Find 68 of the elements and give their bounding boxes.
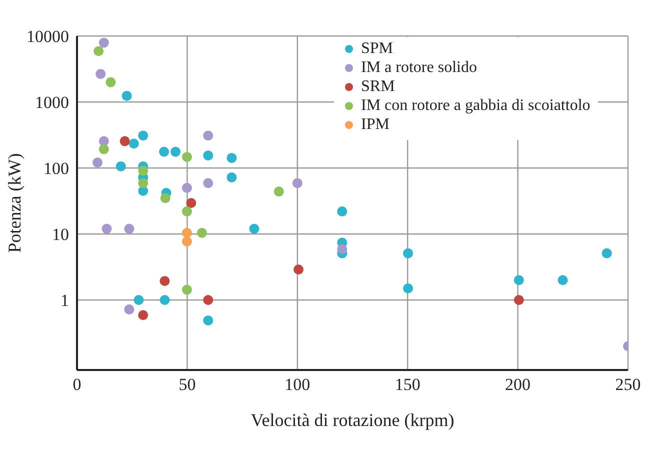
point xyxy=(203,315,214,326)
point xyxy=(98,38,109,48)
point xyxy=(182,236,192,246)
point xyxy=(159,146,170,157)
legend-label: SRM xyxy=(361,77,395,96)
y-tick-label: 100 xyxy=(44,159,69,178)
legend-label: SPM xyxy=(361,39,394,58)
x-tick-label: 50 xyxy=(178,375,196,394)
point xyxy=(138,178,148,188)
point xyxy=(102,224,112,234)
point xyxy=(124,304,134,314)
point xyxy=(514,275,524,286)
point xyxy=(138,166,148,176)
legend-label: IM a rotore solido xyxy=(361,58,477,77)
x-tick-label: 100 xyxy=(284,375,310,394)
y-axis-title: Potenza (kW) xyxy=(4,153,24,253)
y-tick-label: 1 xyxy=(60,291,69,310)
point xyxy=(94,46,104,56)
legend-label: IPM xyxy=(361,115,390,134)
point xyxy=(182,206,192,216)
point xyxy=(226,172,237,182)
point xyxy=(558,275,568,286)
point xyxy=(274,186,284,197)
point xyxy=(514,295,524,306)
point xyxy=(292,178,302,188)
point xyxy=(116,161,126,172)
point xyxy=(294,264,304,274)
point xyxy=(134,295,144,306)
point xyxy=(138,130,148,141)
point xyxy=(182,182,192,193)
point xyxy=(96,68,106,79)
point xyxy=(160,193,170,204)
point xyxy=(337,244,348,254)
point xyxy=(182,284,192,295)
point xyxy=(602,248,612,258)
point xyxy=(203,150,214,160)
point xyxy=(128,138,139,149)
point xyxy=(106,77,116,88)
point xyxy=(337,206,348,216)
point xyxy=(203,130,214,141)
point xyxy=(182,228,192,238)
y-tick-label: 10 xyxy=(52,225,69,244)
point xyxy=(203,295,214,306)
point xyxy=(403,283,414,294)
point xyxy=(160,276,170,286)
point xyxy=(160,295,170,306)
point xyxy=(186,198,196,208)
point xyxy=(203,178,214,188)
point xyxy=(138,310,148,320)
x-tick-label: 200 xyxy=(505,375,531,394)
point xyxy=(249,224,260,234)
point xyxy=(98,144,109,154)
point xyxy=(196,228,207,238)
x-tick-label: 150 xyxy=(394,375,420,394)
x-axis-title: Velocità di rotazione (krpm) xyxy=(250,410,454,430)
point xyxy=(170,146,181,157)
point xyxy=(92,158,102,168)
point xyxy=(182,152,192,162)
point xyxy=(120,136,130,146)
point xyxy=(122,90,132,101)
y-tick-label: 10000 xyxy=(26,27,69,46)
x-tick-label: 0 xyxy=(72,375,82,394)
point xyxy=(403,248,414,258)
point xyxy=(226,152,237,163)
y-tick-label: 1000 xyxy=(35,93,69,112)
legend-label: IM con rotore a gabbia di scoiattolo xyxy=(361,96,590,115)
x-tick-label: 250 xyxy=(615,375,641,394)
point xyxy=(124,224,134,234)
